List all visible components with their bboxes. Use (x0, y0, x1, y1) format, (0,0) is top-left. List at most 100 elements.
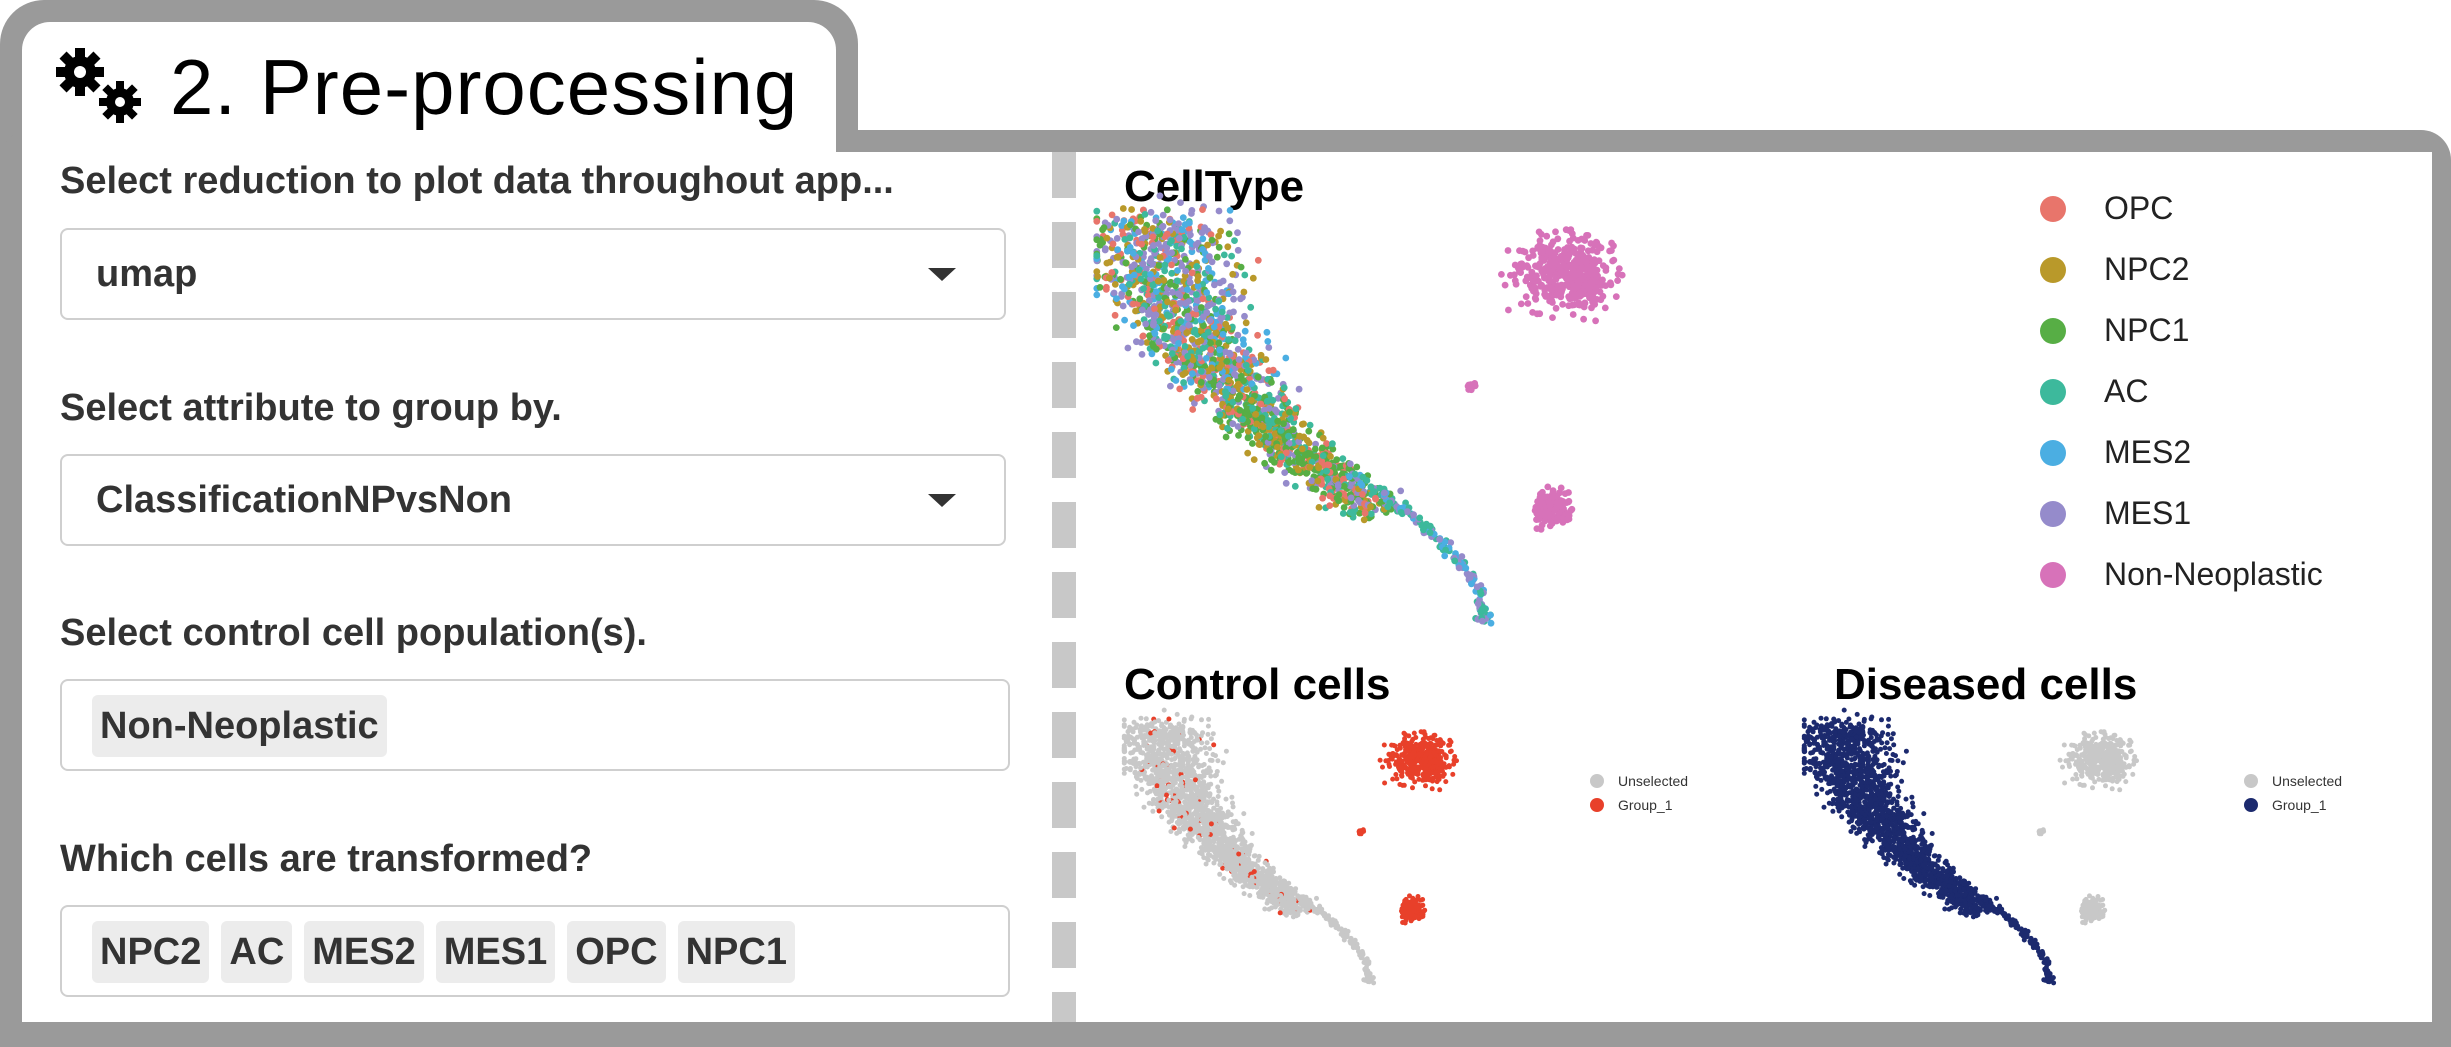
scatter-point (1230, 295, 1237, 303)
scatter-point (1286, 880, 1292, 886)
scatter-point (1177, 748, 1183, 754)
scatter-point (1268, 879, 1274, 885)
scatter-point (1538, 281, 1545, 289)
scatter-point (1563, 281, 1571, 289)
scatter-point (1357, 828, 1363, 834)
scatter-point (1473, 583, 1481, 591)
scatter-point (1192, 311, 1200, 318)
scatter-point (1157, 733, 1163, 739)
scatter-point (1400, 740, 1406, 746)
scatter-point (1242, 319, 1250, 327)
scatter-point (1256, 853, 1262, 859)
scatter-point (1152, 288, 1160, 295)
scatter-point (1537, 230, 1545, 238)
legend-item: MES1 (2040, 483, 2323, 544)
scatter-point (1250, 425, 1258, 433)
transformed-chip[interactable]: AC (221, 921, 293, 983)
scatter-point (1149, 242, 1157, 249)
scatter-point (1226, 849, 1232, 855)
scatter-point (1370, 975, 1376, 981)
scatter-point (1176, 826, 1182, 832)
scatter-point (1149, 340, 1156, 348)
reduction-select[interactable]: umap (60, 228, 1006, 320)
scatter-point (1180, 763, 1186, 768)
scatter-point (1139, 260, 1147, 268)
transformed-chip[interactable]: MES1 (435, 921, 556, 983)
scatter-point (1228, 861, 1234, 867)
scatter-point (1250, 861, 1256, 867)
chevron-down-icon[interactable] (928, 268, 956, 281)
scatter-point (1287, 902, 1293, 907)
legend-label: MES1 (2104, 495, 2192, 531)
group-by-select[interactable]: ClassificationNPvsNon (60, 454, 1006, 546)
scatter-point (1403, 747, 1409, 753)
scatter-point (1285, 439, 1293, 447)
scatter-point (1377, 757, 1383, 763)
scatter-point (1217, 315, 1225, 322)
scatter-point (1166, 775, 1172, 781)
transformed-chip[interactable]: OPC (567, 921, 666, 983)
transformed-cells-input[interactable]: NPC2 AC MES2 MES1 OPC NPC1 (60, 905, 1010, 997)
scatter-point (1203, 751, 1209, 756)
scatter-point (1156, 808, 1162, 814)
scatter-point (1522, 277, 1530, 285)
scatter-point (1215, 243, 1223, 251)
scatter-point (1414, 903, 1420, 909)
scatter-point (1295, 458, 1303, 466)
scatter-point (1136, 760, 1142, 766)
scatter-point (1229, 270, 1237, 278)
scatter-point (1517, 269, 1524, 276)
scatter-point (1206, 808, 1212, 814)
scatter-point (1192, 291, 1200, 298)
scatter-point (1166, 216, 1174, 224)
scatter-point (1199, 851, 1205, 857)
transformed-chip[interactable]: NPC2 (92, 921, 210, 983)
scatter-point (1339, 455, 1347, 462)
scatter-point (1512, 280, 1520, 288)
scatter-point (1517, 300, 1525, 308)
scatter-point (1196, 764, 1202, 770)
celltype-umap-plot (1093, 192, 1626, 627)
scatter-point (1108, 211, 1116, 219)
scatter-point (1144, 776, 1150, 782)
scatter-point (1224, 866, 1230, 872)
scatter-point (1197, 337, 1205, 344)
control_pop-chip[interactable]: Non-Neoplastic (92, 695, 387, 757)
scatter-point (1303, 470, 1310, 477)
scatter-point (1229, 794, 1235, 800)
scatter-point (1235, 361, 1243, 369)
scatter-point (1204, 813, 1209, 819)
scatter-point (1203, 861, 1209, 867)
transformed-chip[interactable]: MES2 (304, 921, 424, 983)
scatter-point (1295, 466, 1302, 474)
scatter-point (1249, 882, 1255, 888)
scatter-point (1234, 395, 1242, 403)
scatter-point (1339, 510, 1347, 517)
scatter-point (1169, 736, 1174, 742)
scatter-point (1197, 837, 1203, 843)
scatter-point (1416, 514, 1424, 522)
control-population-input[interactable]: Non-Neoplastic (60, 679, 1010, 771)
legend-item: Unselected (1590, 769, 1688, 793)
scatter-point (1219, 778, 1225, 784)
transformed-chip[interactable]: NPC1 (677, 921, 795, 983)
scatter-point (1247, 893, 1253, 898)
scatter-point (1264, 868, 1270, 874)
scatter-point (1396, 756, 1402, 762)
scatter-point (1347, 494, 1355, 502)
scatter-point (1264, 873, 1270, 879)
scatter-point (1156, 254, 1164, 261)
chevron-down-icon[interactable] (928, 494, 956, 507)
scatter-point (1151, 766, 1157, 772)
scatter-point (1229, 420, 1237, 428)
scatter-point (1418, 897, 1423, 903)
scatter-point (1249, 274, 1257, 282)
scatter-point (1306, 463, 1314, 471)
scatter-point (1546, 297, 1553, 305)
scatter-point (1312, 453, 1320, 460)
scatter-point (1546, 248, 1554, 256)
scatter-point (1585, 271, 1592, 278)
scatter-point (1134, 734, 1140, 740)
scatter-point (1412, 779, 1418, 785)
scatter-point (1402, 732, 1408, 738)
